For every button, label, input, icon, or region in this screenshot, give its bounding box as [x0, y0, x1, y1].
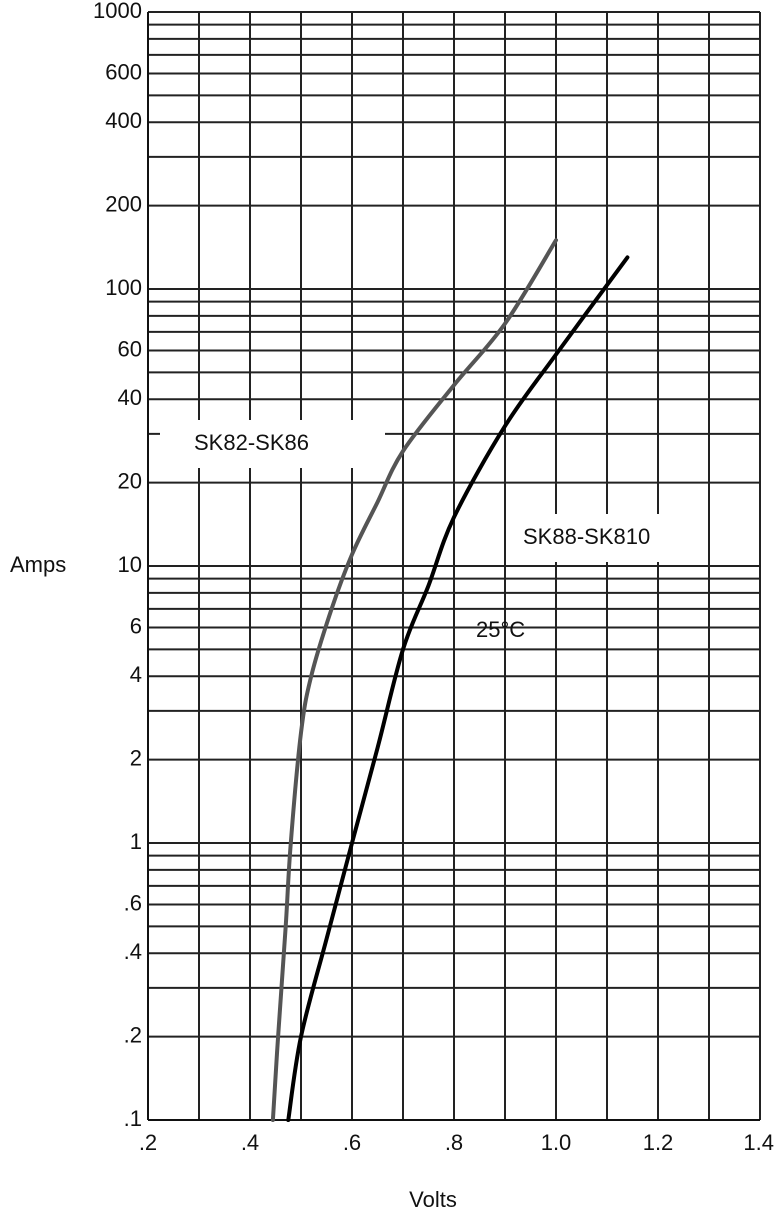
- y-tick-label: 10: [118, 552, 142, 577]
- x-tick-label: .8: [445, 1130, 463, 1155]
- y-axis-label: Amps: [10, 552, 66, 577]
- curves: [270, 238, 630, 1122]
- x-tick-label: .2: [139, 1130, 157, 1155]
- grid: [147, 11, 761, 1121]
- x-tick-label: .4: [241, 1130, 259, 1155]
- x-tick-label: .6: [343, 1130, 361, 1155]
- y-tick-label: 1000: [93, 0, 142, 23]
- x-tick-label: 1.2: [643, 1130, 674, 1155]
- x-axis-label: Volts: [409, 1187, 457, 1212]
- y-tick-label: 600: [105, 59, 142, 84]
- series-label-sk82-sk86: SK82-SK86: [194, 430, 309, 455]
- y-tick-label: .4: [124, 939, 142, 964]
- y-tick-label: .2: [124, 1022, 142, 1047]
- series-line-sk88-sk810: [286, 255, 630, 1122]
- y-tick-label: 400: [105, 108, 142, 133]
- series-line-sk82-sk86: [270, 238, 558, 1122]
- y-tick-label: 100: [105, 275, 142, 300]
- x-tick-label: 1.4: [743, 1130, 774, 1155]
- series-label-sk88-sk810: SK88-SK810: [523, 524, 650, 549]
- y-tick-label: 40: [118, 385, 142, 410]
- annotation-temperature: 25°C: [476, 617, 525, 642]
- y-tick-label: 200: [105, 191, 142, 216]
- y-tick-label: 1: [130, 829, 142, 854]
- y-tick-label: .1: [124, 1106, 142, 1131]
- y-tick-label: 2: [130, 745, 142, 770]
- y-tick-label: 4: [130, 662, 142, 687]
- x-tick-label: 1.0: [541, 1130, 572, 1155]
- tick-labels: 1000600400200100604020106421.6.4.2.1.2.4…: [93, 0, 774, 1155]
- y-tick-label: 20: [118, 468, 142, 493]
- label-box-sk88: [507, 514, 682, 562]
- y-tick-label: .6: [124, 890, 142, 915]
- y-tick-label: 60: [118, 336, 142, 361]
- y-tick-label: 6: [130, 613, 142, 638]
- label-box-sk82: [160, 420, 385, 468]
